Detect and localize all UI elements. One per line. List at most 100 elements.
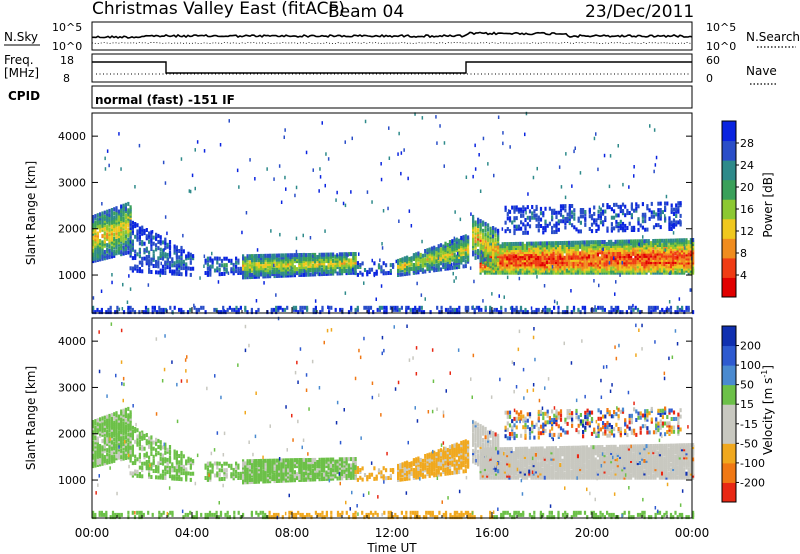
- power-echo-cell: [628, 211, 631, 215]
- power-echo-cell: [667, 245, 670, 250]
- power-echo-cell: [356, 305, 359, 310]
- power-echo-cell: [661, 255, 664, 260]
- power-echo-cell: [554, 270, 557, 275]
- power-echo-cell: [478, 305, 481, 310]
- velocity-echo-cell: [122, 442, 125, 446]
- velocity-echo-cell: [113, 450, 116, 455]
- velocity-echo-cell: [318, 462, 321, 467]
- power-echo-cell: [630, 310, 633, 315]
- velocity-echo-cell: [178, 470, 181, 475]
- power-echo-cell: [189, 260, 192, 265]
- power-echo-cell: [477, 232, 480, 237]
- velocity-echo-cell: [155, 452, 158, 457]
- power-echo-cell: [361, 261, 364, 266]
- power-echo-cell: [92, 223, 95, 228]
- power-echo-cell: [262, 258, 265, 262]
- velocity-echo-cell: [327, 470, 330, 475]
- power-echo-cell: [672, 255, 675, 260]
- power-echo-cell: [594, 268, 597, 273]
- power-echo-cell: [120, 250, 123, 255]
- power-echo-cell: [155, 270, 158, 275]
- power-echo-cell: [347, 268, 350, 273]
- velocity-echo-cell: [318, 468, 321, 473]
- power-echo-cell: [621, 202, 625, 207]
- power-colorbar-segment: [722, 238, 736, 259]
- power-echo-cell: [633, 208, 636, 213]
- power-echo-cell: [551, 225, 554, 230]
- power-echo-cell: [122, 239, 125, 244]
- power-echo-cell: [590, 248, 593, 253]
- power-echo-cell: [194, 148, 196, 152]
- power-echo-cell: [488, 242, 491, 247]
- power-echo-cell: [354, 307, 357, 312]
- velocity-echo-cell: [122, 408, 125, 413]
- power-echo-cell: [108, 253, 111, 257]
- power-echo-cell: [610, 215, 613, 220]
- power-echo-cell: [484, 244, 487, 249]
- velocity-echo-cell: [99, 427, 102, 432]
- velocity-echo-cell: [257, 467, 260, 472]
- power-echo-cell: [610, 268, 613, 273]
- power-echo-cell: [610, 228, 613, 233]
- power-echo-cell: [481, 266, 484, 271]
- velocity-echo-cell: [311, 471, 314, 475]
- power-echo-cell: [542, 307, 545, 312]
- power-echo-cell: [672, 260, 675, 264]
- power-echo-cell: [610, 258, 613, 263]
- power-echo-cell: [115, 249, 118, 254]
- power-echo-cell: [645, 268, 648, 273]
- power-echo-cell: [417, 264, 420, 269]
- power-echo-cell: [141, 225, 144, 230]
- velocity-echo-cell: [253, 463, 256, 468]
- power-echo-cell: [323, 267, 326, 272]
- power-echo-cell: [563, 260, 566, 265]
- power-echo-cell: [574, 253, 577, 258]
- velocity-echo-cell: [185, 467, 188, 472]
- power-echo-cell: [645, 253, 648, 258]
- power-echo-cell: [138, 254, 141, 259]
- power-echo-cell: [599, 240, 602, 245]
- power-echo-cell: [228, 119, 230, 123]
- power-echo-cell: [108, 227, 111, 232]
- power-echo-cell: [506, 242, 509, 247]
- power-echo-cell: [554, 258, 557, 262]
- power-echo-cell: [477, 234, 480, 239]
- power-echo-cell: [483, 264, 487, 269]
- power-echo-cell: [166, 265, 169, 270]
- power-echo-cell: [563, 249, 566, 254]
- velocity-echo-cell: [311, 475, 314, 480]
- power-echo-cell: [115, 241, 118, 246]
- velocity-echo-cell: [141, 465, 144, 470]
- velocity-echo-cell: [94, 429, 97, 434]
- power-echo-cell: [614, 268, 617, 273]
- power-echo-cell: [110, 252, 113, 257]
- power-echo-cell: [563, 255, 566, 260]
- power-echo-cell: [278, 164, 281, 168]
- velocity-echo-cell: [168, 455, 172, 460]
- power-echo-cell: [579, 208, 582, 212]
- velocity-echo-cell: [129, 412, 132, 417]
- velocity-echo-cell: [273, 479, 276, 484]
- power-echo-cell: [621, 209, 625, 213]
- power-echo-cell: [503, 248, 506, 253]
- power-echo-cell: [103, 241, 106, 246]
- velocity-echo-cell: [110, 436, 113, 441]
- power-echo-cell: [239, 266, 242, 271]
- power-echo-cell: [674, 260, 677, 264]
- velocity-echo-cell: [152, 454, 155, 459]
- power-echo-cell: [665, 257, 668, 262]
- velocity-echo-cell: [148, 464, 151, 469]
- velocity-echo-cell: [108, 424, 111, 429]
- power-echo-cell: [334, 254, 337, 259]
- power-echo-cell: [115, 245, 118, 250]
- power-echo-cell: [253, 266, 256, 271]
- power-echo-cell: [311, 257, 314, 262]
- power-echo-cell: [477, 228, 480, 233]
- power-echo-cell: [561, 247, 564, 252]
- power-echo-cell: [593, 211, 596, 216]
- power-echo-cell: [548, 307, 551, 312]
- velocity-echo-cell: [150, 441, 153, 446]
- power-echo-cell: [506, 275, 509, 280]
- power-echo-cell: [487, 231, 490, 236]
- power-echo-cell: [535, 213, 538, 218]
